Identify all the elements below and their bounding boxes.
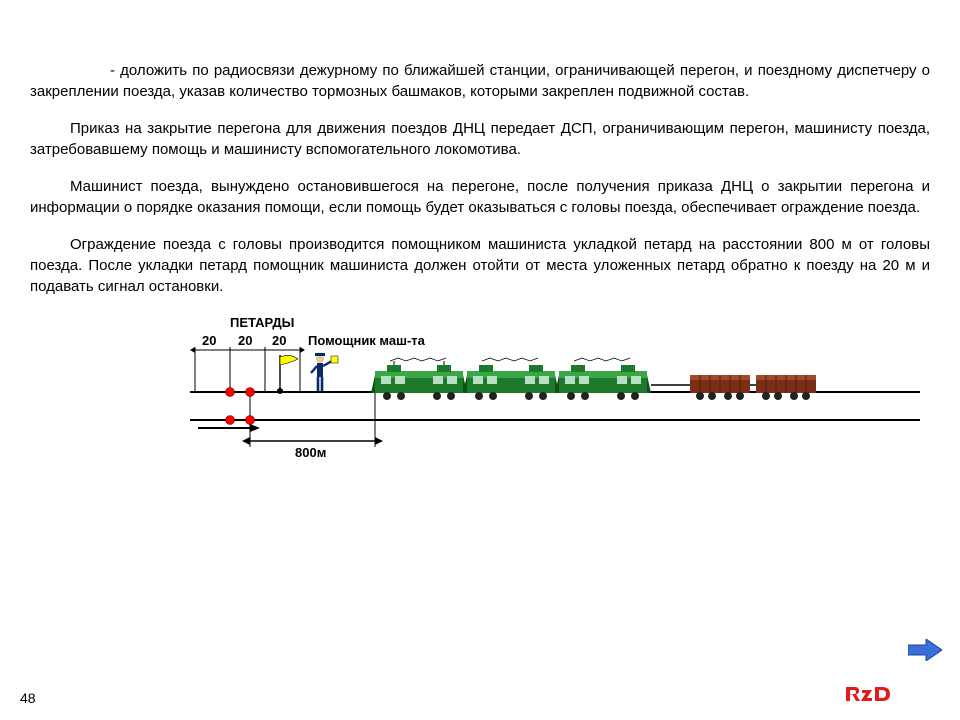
paragraph-3: Машинист поезда, вынуждено остановившего… xyxy=(30,176,930,218)
diagram-svg: 800м 20 20 20 ПЕТАРДЫ Помощник маш-та xyxy=(190,313,920,463)
next-arrow-icon[interactable] xyxy=(908,639,942,666)
page-number: 48 xyxy=(20,690,36,706)
paragraph-2: Приказ на закрытие перегона для движения… xyxy=(30,118,930,160)
locomotive-3 xyxy=(555,358,651,400)
label-assistant: Помощник маш-та xyxy=(308,333,426,348)
paragraph-4: Ограждение поезда с головы производится … xyxy=(30,234,930,297)
label-20b: 20 xyxy=(238,333,252,348)
label-800m: 800м xyxy=(295,445,326,460)
label-petardy: ПЕТАРДЫ xyxy=(230,315,294,330)
label-20a: 20 xyxy=(202,333,216,348)
paragraph-1: - доложить по радиосвязи дежурному по бл… xyxy=(30,60,930,102)
label-20c: 20 xyxy=(272,333,286,348)
locomotive-1 xyxy=(371,358,467,400)
wagon-2 xyxy=(756,375,816,400)
rzd-logo-icon xyxy=(844,683,892,710)
fencing-diagram: 800м 20 20 20 ПЕТАРДЫ Помощник маш-та xyxy=(190,313,920,463)
locomotive-2 xyxy=(463,358,559,400)
assistant-person-icon xyxy=(311,353,338,391)
flag-icon xyxy=(277,355,298,394)
wagon-1 xyxy=(690,375,750,400)
